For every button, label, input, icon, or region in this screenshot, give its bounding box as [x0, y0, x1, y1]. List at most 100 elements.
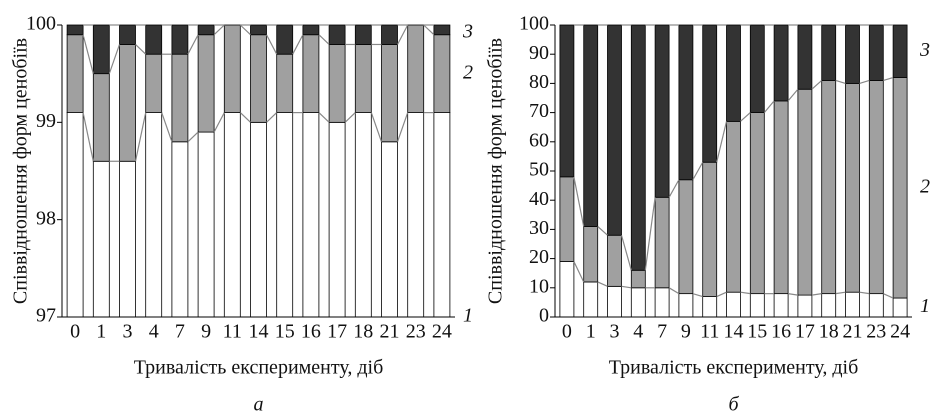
x-tick-label: 17: [327, 321, 347, 343]
y-tick-label: 60: [529, 129, 549, 151]
bar-segment: [407, 112, 425, 318]
stack-connector: [187, 131, 199, 143]
x-tick-label: 3: [123, 321, 133, 343]
bar-segment: [868, 293, 884, 318]
x-tick-label: 7: [657, 321, 667, 343]
series-label: 2: [920, 175, 930, 197]
stack-connector: [716, 291, 727, 298]
panel-label: б: [728, 394, 739, 416]
x-tick-label: 16: [771, 321, 791, 343]
bar-segment: [892, 297, 908, 318]
stack-connector: [573, 261, 585, 283]
stack-connector: [835, 79, 846, 84]
stack-connector: [239, 112, 251, 123]
stack-connector: [859, 79, 870, 84]
x-tick-label: 0: [562, 321, 572, 343]
bar-segment: [381, 141, 398, 318]
bar-segment: [250, 34, 267, 123]
y-axis-label: Співвідношення форм ценобіїв: [485, 38, 507, 304]
bar-segment: [354, 112, 372, 318]
bar-segment: [302, 34, 320, 114]
bar-segment: [559, 261, 575, 318]
bar-segment: [845, 83, 860, 293]
bar-segment: [559, 176, 575, 262]
y-tick-label: 70: [529, 100, 549, 122]
stack-connector: [621, 285, 632, 289]
bar-segment: [407, 24, 425, 113]
bar-segment: [654, 287, 670, 318]
bar-segment: [66, 112, 84, 318]
bar-segment: [302, 24, 320, 36]
y-axis-label: Співвідношення форм ценобіїв: [10, 38, 32, 304]
stack-connector: [82, 34, 94, 74]
x-tick-label: 17: [795, 321, 815, 343]
stack-connector: [82, 112, 94, 162]
x-tick-label: 1: [586, 321, 596, 343]
stack-connector: [835, 291, 846, 295]
stack-connector: [668, 179, 680, 198]
stack-connector: [344, 112, 356, 123]
stack-connector: [573, 176, 585, 227]
x-axis-label: Тривалість експерименту, діб: [609, 357, 859, 379]
x-tick-label: 14: [724, 321, 744, 343]
bar-segment: [92, 24, 110, 75]
x-tick-label: 9: [201, 321, 211, 343]
y-tick-label: 98: [36, 207, 56, 229]
bar-segment: [197, 24, 215, 36]
x-tick-label: 11: [223, 321, 242, 343]
bar-segment: [726, 120, 741, 293]
x-tick-label: 21: [843, 321, 863, 343]
stack-connector: [740, 112, 751, 122]
bar-segment: [433, 112, 451, 318]
series-label: 3: [462, 21, 473, 43]
x-tick-label: 23: [866, 321, 886, 343]
x-tick-label: 0: [70, 321, 80, 343]
bar-segment: [749, 293, 765, 318]
x-tick-label: 16: [301, 321, 321, 343]
stack-connector: [859, 291, 870, 295]
bar-segment: [654, 196, 670, 289]
stack-connector: [787, 88, 799, 102]
x-tick-label: 14: [249, 321, 269, 343]
bar-segment: [630, 287, 646, 318]
bar-segment: [892, 24, 908, 78]
bar-segment: [678, 179, 694, 295]
bar-segment: [223, 24, 241, 113]
bar-segment: [773, 100, 789, 295]
x-tick-label: 24: [890, 321, 910, 343]
y-tick-label: 90: [529, 42, 549, 64]
stack-connector: [187, 34, 199, 55]
bar-segment: [302, 112, 320, 318]
y-tick-label: 20: [529, 246, 549, 268]
panel-label: а: [254, 394, 264, 416]
bar-segment: [821, 24, 837, 81]
bar-segment: [433, 24, 451, 36]
bar-segment: [702, 24, 718, 163]
y-tick-label: 80: [529, 71, 549, 93]
bar-segment: [354, 24, 372, 45]
bar-segment: [749, 24, 765, 113]
stack-connector: [668, 287, 680, 295]
bar-segment: [328, 121, 346, 318]
bar-segment: [845, 291, 860, 318]
stack-connector: [692, 293, 703, 298]
bar-segment: [559, 24, 575, 178]
bar-segment: [197, 131, 215, 318]
bar-segment: [726, 291, 741, 318]
bar-segment: [354, 44, 372, 113]
bar-segment: [66, 24, 84, 36]
x-tick-label: 23: [406, 321, 426, 343]
bar-segment: [868, 80, 884, 295]
y-tick-label: 100: [26, 13, 56, 35]
bar-segment: [797, 24, 813, 90]
bar-segment: [607, 234, 622, 287]
stack-connector: [620, 235, 632, 271]
stack-connector: [213, 112, 225, 133]
bar-segment: [892, 77, 908, 299]
bar-segment: [773, 293, 789, 318]
stack-connector: [811, 80, 823, 90]
x-tick-label: 7: [175, 321, 185, 343]
x-tick-label: 15: [747, 321, 767, 343]
bar-segment: [749, 112, 765, 295]
